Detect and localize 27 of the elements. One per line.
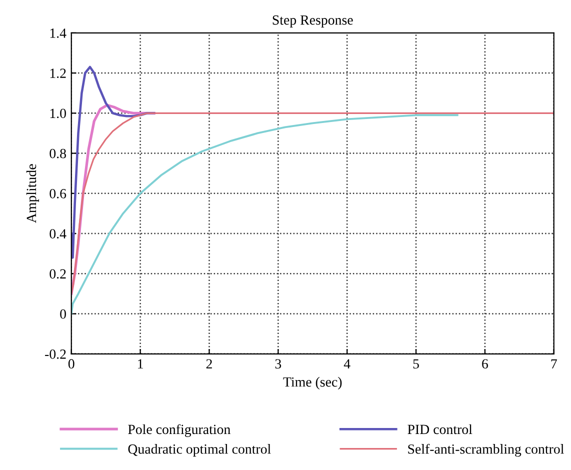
x-tick-label: 2 [206,359,212,368]
x-tick-label: 5 [413,359,419,369]
y-tick-label: 1.2 [50,68,66,78]
x-tick-label: 7 [551,359,557,368]
x-tick-label: 0 [68,359,74,369]
y-tick-label: 1.4 [50,28,66,38]
line-series [71,66,156,259]
x-tick-label: 4 [344,359,350,368]
line-series [71,114,458,315]
y-tick-label: 0 [60,309,66,319]
x-axis-title: Time (sec) [283,376,342,390]
y-tick-label: 0.2 [50,269,66,279]
y-tick-label: 0.8 [50,148,66,158]
x-tick-label: 3 [275,359,282,369]
legend-label: Quadratic optimal control [128,444,271,457]
y-tick-label: -0.2 [45,349,66,359]
y-axis-title: Amplitude [26,164,39,223]
line-series [71,112,554,295]
y-tick-label: 0.6 [50,188,66,198]
x-tick-label: 6 [482,359,488,369]
chart-title: Step Response [272,15,353,28]
legend-label: Self-anti-scrambling control [408,444,564,457]
legend-label: Pole configuration [128,424,230,437]
y-tick-label: 1.0 [50,108,66,118]
x-tick-label: 1 [138,359,143,368]
y-tick-label: 0.4 [50,229,66,239]
legend-label: PID control [408,424,472,434]
